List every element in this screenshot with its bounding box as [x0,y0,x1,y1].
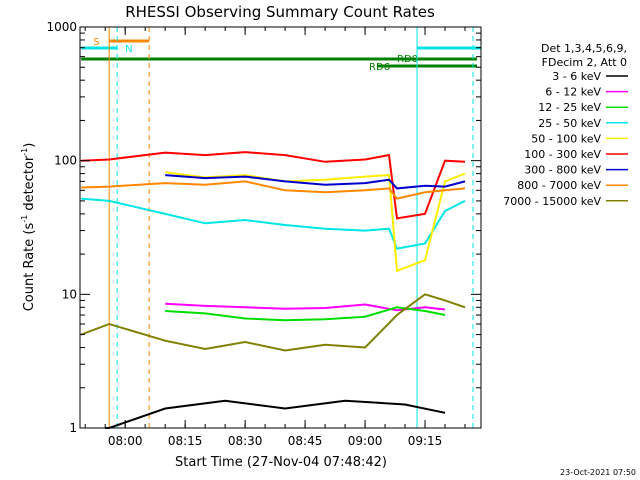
x-tick-label: 08:15 [168,434,203,448]
legend-entry-label: 25 - 50 keV [538,117,601,130]
y-tick-label: 100 [54,154,77,168]
plot-area: S N RD0 RD6 [80,27,481,429]
legend-entry-label: 100 - 300 keV [524,148,601,161]
y-axis-label-end: ) [22,143,37,148]
legend-entry-label: 300 - 800 keV [524,164,601,177]
y-axis-label-sup1: -1 [20,215,29,223]
rd0-label: RD0 [397,54,418,65]
series-line [81,197,466,250]
saa-label: S [93,37,99,48]
y-axis-label-main: Count Rate (s [22,223,37,312]
x-tick-label: 08:00 [108,434,143,448]
x-tick-label: 08:30 [228,434,263,448]
date-stamp: 23-Oct-2021 07:50 [560,468,636,477]
legend-header-line: Det 1,3,4,5,6,9, [541,42,627,55]
series-line [81,151,466,220]
series-line [165,306,446,322]
chart-title: RHESSI Observing Summary Count Rates [125,3,435,21]
y-tick-label: 1000 [46,20,77,34]
legend-entry-label: 800 - 7000 keV [517,179,601,192]
series-line [165,171,466,273]
night-label: N [125,44,132,55]
y-axis-label: Count Rate (s-1 detector-1) [20,143,37,312]
x-axis-label: Start Time (27-Nov-04 07:48:42) [175,455,387,470]
legend-entry-label: 6 - 12 keV [545,86,601,99]
y-tick-label: 1 [69,421,77,435]
legend-header-line: FDecim 2, Att 0 [542,56,627,69]
legend-entry-label: 3 - 6 keV [552,70,601,83]
y-axis-label-mid: detector [22,155,37,215]
axes: 1 10 100 1000 08:00 08:15 08:30 08:45 09:00 09:15 [46,20,482,448]
legend: Det 1,3,4,5,6,9,FDecim 2, Att 03 - 6 keV… [503,42,628,208]
y-axis-label-sup2: -1 [20,148,29,156]
rd6-label: RD6 [369,62,390,73]
legend-entry-label: 12 - 25 keV [538,101,601,114]
legend-entry-label: 7000 - 15000 keV [503,195,601,208]
series-line [165,302,446,312]
x-tick-label: 08:45 [288,434,323,448]
legend-entry-label: 50 - 100 keV [531,132,601,145]
series-line [165,174,466,190]
x-tick-label: 09:00 [348,434,383,448]
x-tick-label: 09:15 [408,434,443,448]
series-line [105,399,446,429]
y-tick-label: 10 [62,287,77,301]
series-line [80,293,466,352]
series-line [81,180,466,200]
axes-frame [79,26,482,429]
